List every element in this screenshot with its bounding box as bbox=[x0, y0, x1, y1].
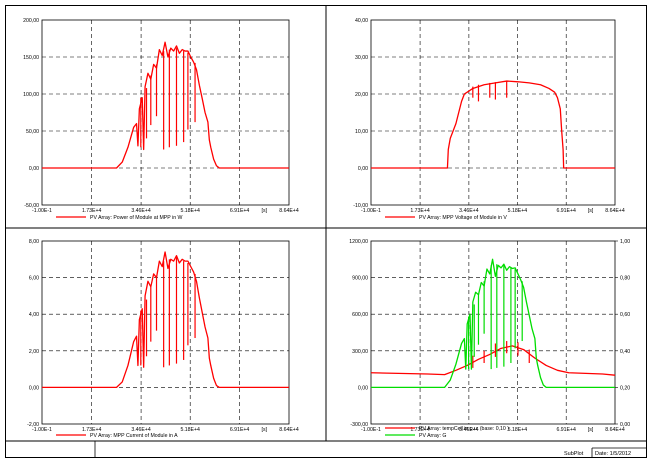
x-tick-label: 8.64E+4 bbox=[605, 208, 625, 214]
x-tick-label: -1.00E-1 bbox=[361, 208, 381, 214]
x-tick-label: 1.73E+4 bbox=[410, 427, 430, 433]
y-tick-label: 0,00 bbox=[358, 385, 368, 391]
x-tick-label: 8.64E+4 bbox=[279, 427, 299, 433]
x-tick-label: 3.46E+4 bbox=[131, 208, 151, 214]
y-tick-label: 0,00 bbox=[29, 166, 39, 172]
x-tick-label: 3.46E+4 bbox=[459, 427, 479, 433]
y-tick-label: 600,00 bbox=[352, 312, 368, 318]
x-unit-label: [s] bbox=[588, 208, 594, 214]
chart-panel-3: -2,00 0,00 2,00 4,00 6,00 8,00 -1.00E-1 1.73E+4… bbox=[27, 239, 299, 439]
date-label: Date: 1/5/2012 bbox=[595, 451, 631, 457]
y-tick-label: 2,00 bbox=[29, 349, 39, 355]
legend-label: PV Array: MPP Voltage of Module in V bbox=[419, 215, 507, 221]
y-tick-label: 1200,00 bbox=[349, 239, 368, 245]
x-unit-label: [s] bbox=[262, 208, 268, 214]
y-tick-label: 40,00 bbox=[355, 18, 368, 24]
y-tick-label: -10,00 bbox=[353, 203, 368, 209]
y-tick-label: 10,00 bbox=[355, 129, 368, 135]
y-tick-label: -50,00 bbox=[24, 203, 39, 209]
plot-area-frame bbox=[370, 240, 616, 425]
y-tick-label: 50,00 bbox=[26, 129, 39, 135]
x-tick-label: 6.91E+4 bbox=[556, 208, 576, 214]
series-1-group bbox=[371, 341, 615, 376]
x-tick-label: -1.00E-1 bbox=[32, 208, 52, 214]
subplot-label: SubPlot bbox=[564, 451, 584, 457]
x-tick-label: 3.46E+4 bbox=[131, 427, 151, 433]
legend-label: PV Array: G bbox=[419, 433, 446, 439]
chart-panel-2: -10,00 0,00 10,00 20,00 30,00 40,00 -1.00E-1 1.… bbox=[353, 18, 625, 221]
y2-tick-label: 1,00 bbox=[620, 239, 630, 245]
y2-tick-label: 0,80 bbox=[620, 276, 630, 282]
title-block: SubPlot Date: 1/5/2012 bbox=[94, 441, 647, 457]
y-tick-label: 200,00 bbox=[23, 18, 39, 24]
x-tick-label: 5.18E+4 bbox=[508, 427, 528, 433]
x-unit-label: [s] bbox=[588, 427, 594, 433]
x-tick-label: -1.00E-1 bbox=[32, 427, 52, 433]
y-tick-label: 6,00 bbox=[29, 276, 39, 282]
y-tick-label: 20,00 bbox=[355, 92, 368, 98]
x-tick-label: 1.73E+4 bbox=[410, 208, 430, 214]
x-tick-label: 5.18E+4 bbox=[180, 427, 200, 433]
x-tick-label: 5.18E+4 bbox=[180, 208, 200, 214]
legend-label: PV Array: Power of Module at MPP in W bbox=[90, 215, 183, 221]
y-tick-label: 0,00 bbox=[29, 385, 39, 391]
series-1-group bbox=[42, 251, 289, 389]
legend-label: PV Array: tempCell in p.u. (base: 0,10 ) bbox=[419, 426, 509, 432]
y-tick-label: 100,00 bbox=[23, 92, 39, 98]
x-tick-label: 3.46E+4 bbox=[459, 208, 479, 214]
y-tick-label: 0,00 bbox=[358, 166, 368, 172]
y-tick-label: 30,00 bbox=[355, 55, 368, 61]
series-line bbox=[371, 258, 615, 389]
y2-tick-label: 0,60 bbox=[620, 312, 630, 318]
series-line bbox=[42, 41, 289, 169]
x-tick-label: 6.91E+4 bbox=[556, 427, 576, 433]
plot-area-frame bbox=[41, 240, 290, 425]
series-line bbox=[371, 345, 615, 376]
x-tick-label: 6.91E+4 bbox=[230, 427, 250, 433]
y2-tick-label: 0,40 bbox=[620, 349, 630, 355]
x-tick-label: 6.91E+4 bbox=[230, 208, 250, 214]
x-tick-label: 1.73E+4 bbox=[82, 208, 102, 214]
y-tick-label: 900,00 bbox=[352, 276, 368, 282]
x-tick-label: 1.73E+4 bbox=[82, 427, 102, 433]
legend-label: PV Array: MPP Current of Module in A bbox=[90, 433, 178, 439]
series-1-group bbox=[42, 41, 289, 169]
y-tick-label: 8,00 bbox=[29, 239, 39, 245]
series-1-group bbox=[371, 80, 615, 169]
x-tick-label: 8.64E+4 bbox=[605, 427, 625, 433]
chart-panel-1: -50,00 0,00 50,00 100,00 150,00 200,00 -1.00E-… bbox=[23, 18, 299, 221]
series-2-group bbox=[371, 258, 615, 389]
chart-panel-4: -300,00 0,00 300,00 600,00 900,00 1200,00 0,00… bbox=[349, 239, 630, 439]
x-tick-label: 8.64E+4 bbox=[279, 208, 299, 214]
x-unit-label: [s] bbox=[262, 427, 268, 433]
y-tick-label: -2,00 bbox=[27, 422, 39, 428]
plot-area-frame bbox=[41, 19, 290, 206]
y-tick-label: 300,00 bbox=[352, 349, 368, 355]
x-tick-label: 5.18E+4 bbox=[508, 208, 528, 214]
y-tick-label: -300,00 bbox=[350, 422, 368, 428]
y-tick-label: 4,00 bbox=[29, 312, 39, 318]
y-tick-label: 150,00 bbox=[23, 55, 39, 61]
plot-area-frame bbox=[370, 19, 616, 206]
y2-tick-label: 0,20 bbox=[620, 385, 630, 391]
x-tick-label: -1.00E-1 bbox=[361, 427, 381, 433]
series-line bbox=[42, 251, 289, 389]
y2-tick-label: 0,00 bbox=[620, 422, 630, 428]
